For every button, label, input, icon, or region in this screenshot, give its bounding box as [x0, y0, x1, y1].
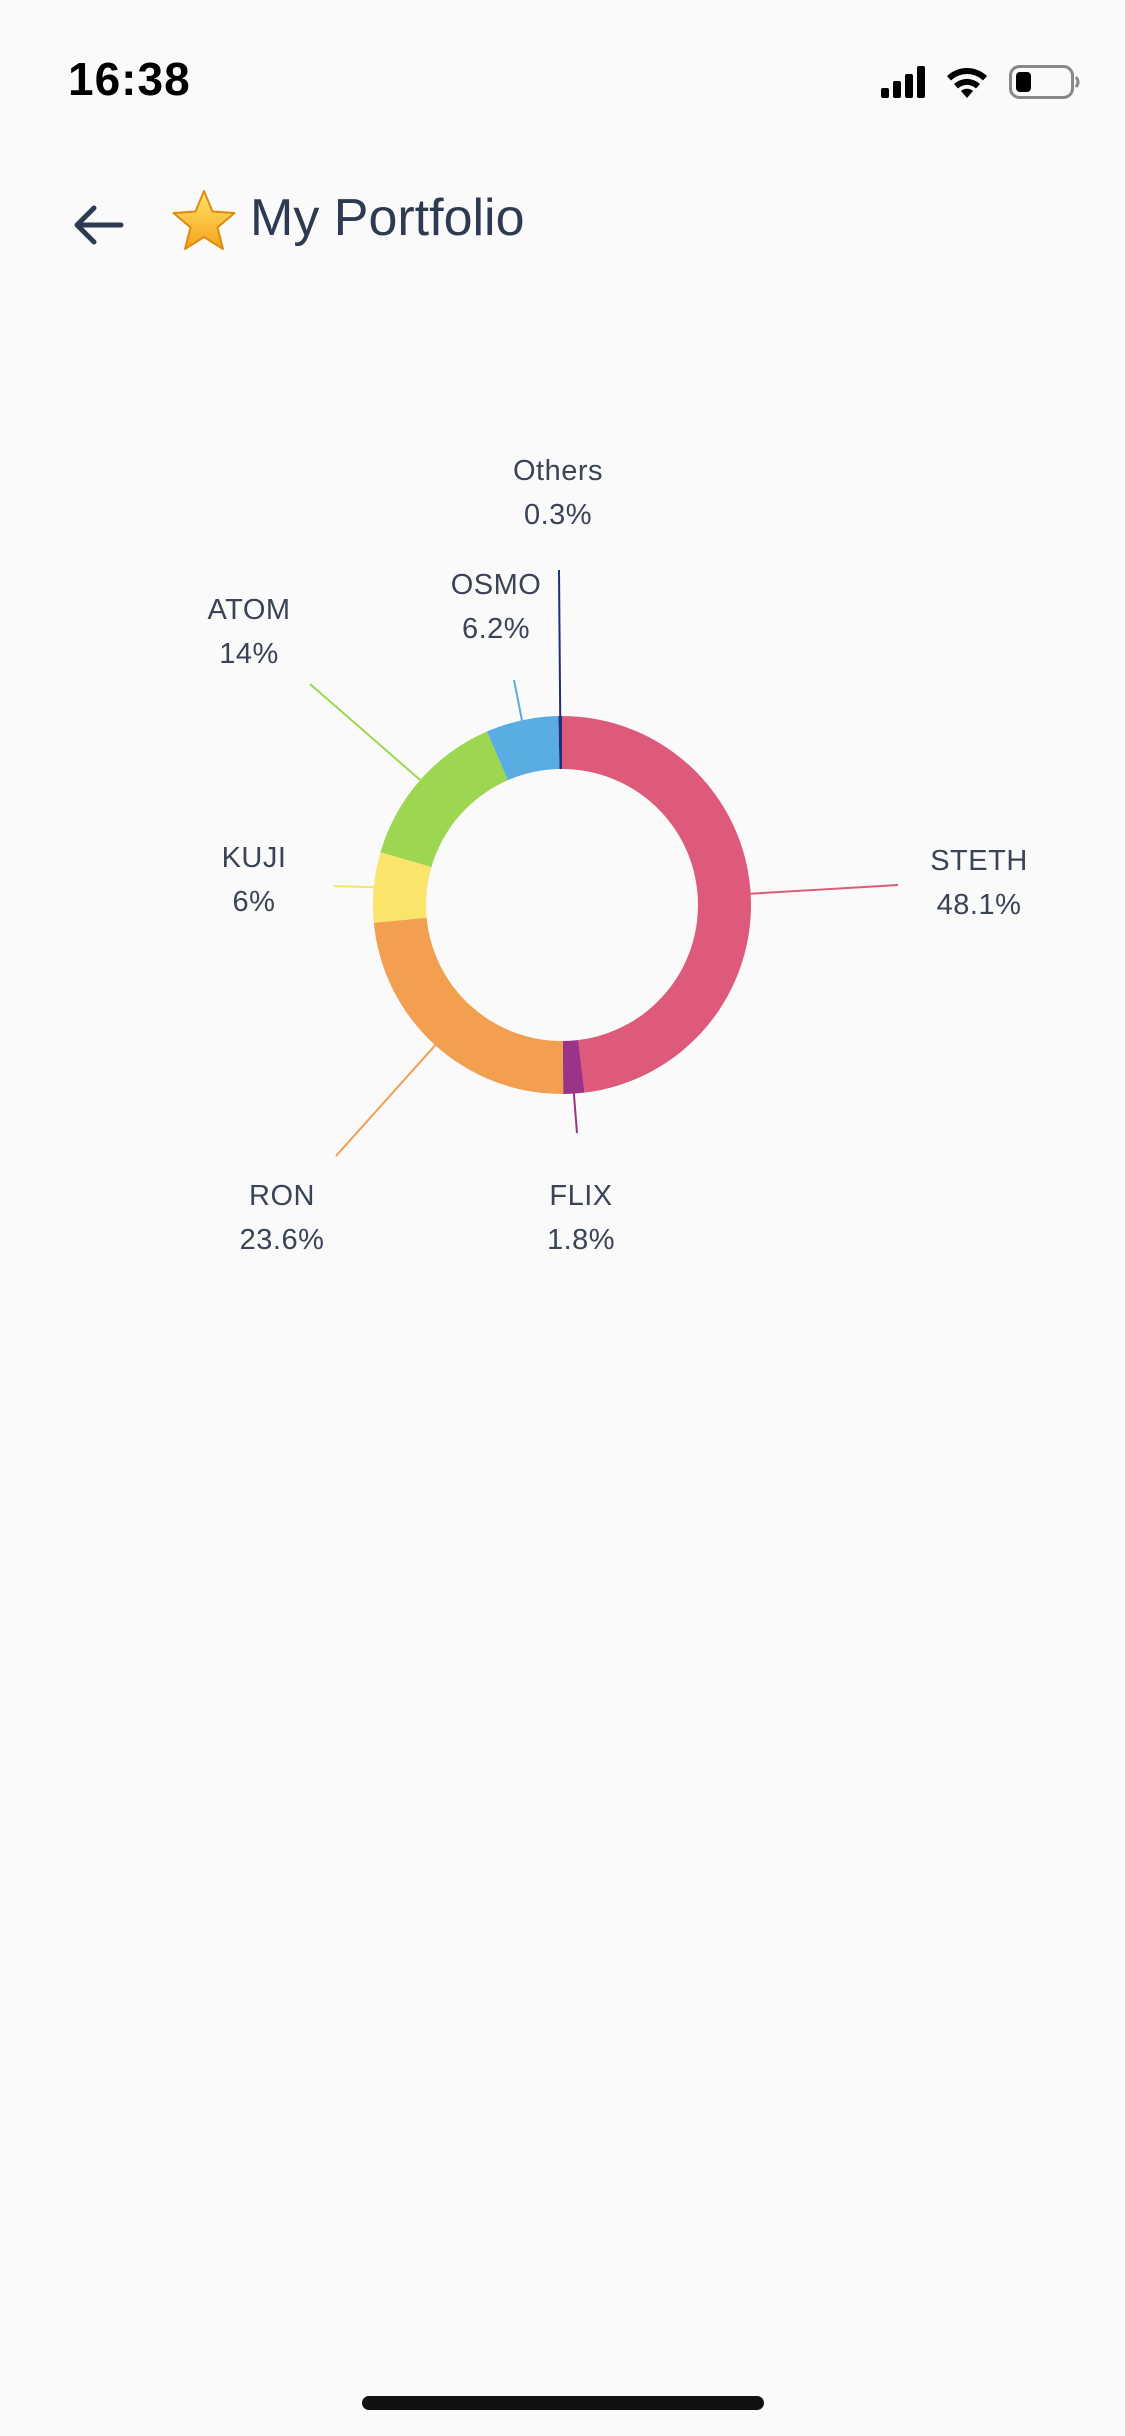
- slice-percent-kuji: 6%: [233, 886, 276, 918]
- leader-line-steth: [750, 884, 899, 895]
- star-emoji-icon: [172, 190, 236, 250]
- slice-others[interactable]: [558, 716, 562, 770]
- slice-atom[interactable]: [380, 731, 508, 868]
- status-icons: [881, 62, 1091, 102]
- slice-label-osmo: OSMO: [451, 569, 542, 601]
- slice-kuji[interactable]: [373, 852, 432, 923]
- leader-line-kuji: [333, 885, 374, 889]
- slice-percent-ron: 23.6%: [240, 1224, 325, 1256]
- slice-ron[interactable]: [373, 917, 564, 1094]
- leader-line-flix: [572, 1093, 578, 1134]
- page-title: My Portfolio: [250, 189, 525, 247]
- slice-label-kuji: KUJI: [222, 842, 287, 874]
- slice-flix[interactable]: [562, 1040, 585, 1094]
- leader-line-others: [558, 569, 562, 717]
- status-bar: 16:38: [0, 0, 1125, 150]
- donut-chart-svg: STETH 48.1% FLIX 1.8% RON 23.6% KUJI 6% ATOM 14% O…: [207, 455, 1028, 1256]
- back-button[interactable]: [62, 190, 132, 260]
- status-time: 16:38: [68, 53, 191, 105]
- slice-percent-osmo: 6.2%: [462, 613, 530, 645]
- battery-icon: [1009, 65, 1080, 99]
- leader-line-osmo: [513, 679, 523, 721]
- slice-percent-steth: 48.1%: [937, 889, 1022, 921]
- header: My Portfolio: [0, 170, 1125, 270]
- slice-label-flix: FLIX: [549, 1180, 612, 1212]
- slice-osmo[interactable]: [486, 716, 560, 781]
- arrow-left-icon: [74, 205, 124, 245]
- slice-percent-flix: 1.8%: [547, 1224, 615, 1256]
- wifi-icon: [947, 68, 987, 98]
- slice-steth[interactable]: [562, 716, 751, 1093]
- slice-percent-atom: 14%: [219, 638, 279, 670]
- leader-line-ron: [335, 1044, 436, 1157]
- slice-percent-others: 0.3%: [524, 499, 592, 531]
- slice-label-steth: STETH: [930, 845, 1028, 877]
- slice-label-atom: ATOM: [207, 594, 290, 626]
- slice-label-others: Others: [513, 455, 603, 487]
- slice-label-ron: RON: [249, 1180, 315, 1212]
- leader-line-atom: [309, 683, 421, 781]
- home-indicator: [362, 2396, 764, 2410]
- cellular-signal-icon: [881, 66, 925, 98]
- portfolio-donut-chart: STETH 48.1% FLIX 1.8% RON 23.6% KUJI 6% ATOM 14% O…: [0, 400, 1125, 1300]
